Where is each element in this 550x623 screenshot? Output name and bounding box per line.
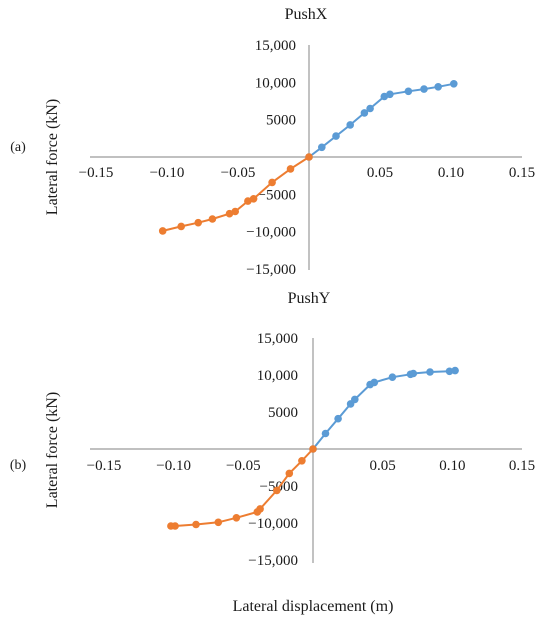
- panel-a-positive-data-point: [386, 90, 394, 99]
- panel-a-y-tick-label: −10,000: [246, 225, 296, 241]
- panel-a-x-tick-label: 0.15: [509, 165, 535, 181]
- panel-a-positive-data-point: [332, 132, 340, 140]
- panel-a-x-tick-label: −0.10: [150, 165, 185, 181]
- panel-b-x-tick-label: −0.15: [87, 458, 122, 474]
- panel-a-negative-data-point: [268, 178, 276, 187]
- panel-b-y-tick-label: −10,000: [248, 516, 298, 532]
- panel-a-positive-data-point: [434, 83, 443, 91]
- panel-a-x-tick-label: 0.05: [367, 165, 393, 181]
- panel-a-y-tick-label: −15,000: [246, 262, 296, 278]
- panel-b-negative-data-point: [298, 457, 306, 465]
- panel-a-x-tick-label: −0.05: [221, 165, 256, 181]
- panel-b-negative-data-point: [253, 508, 262, 516]
- panel-b-positive-data-point: [451, 366, 459, 375]
- panel-b-y-tick-label: 5000: [268, 405, 298, 421]
- panel-b-negative-data-point: [167, 522, 175, 530]
- panel-a-y-tick-label: 5000: [266, 113, 296, 129]
- panel-b-negative-data-point: [285, 469, 294, 478]
- panel-b-positive-data-point: [351, 395, 359, 404]
- panel-b-negative-data-point: [309, 445, 317, 453]
- panel-a-negative-data-point: [305, 153, 313, 161]
- panel-a-positive-data-point: [420, 85, 428, 93]
- panel-a-y-tick-label: 15,000: [255, 38, 296, 54]
- panel-b-x-tick-label: 0.10: [439, 458, 465, 474]
- panel-a-y-tick-label: −5000: [258, 187, 296, 203]
- x-axis-label: Lateral displacement (m): [233, 598, 394, 615]
- panel-b-x-tick-label: −0.05: [226, 458, 261, 474]
- panel-a-positive-data-point: [318, 143, 326, 152]
- panel-b-positive-data-point: [388, 373, 397, 382]
- panel-a-title: PushX: [285, 6, 328, 23]
- panel-a-y-axis-label: Lateral force (kN): [44, 99, 61, 215]
- panel-a-positive-data-point: [404, 87, 413, 96]
- panel-a-negative-data-point: [244, 197, 252, 205]
- panel-b-negative-data-point: [232, 514, 241, 522]
- panel-b-x-tick-label: 0.15: [509, 458, 535, 474]
- panel-a-x-tick-label: −0.15: [79, 165, 114, 181]
- panel-a-negative-data-point: [177, 222, 185, 231]
- panel-b-positive-series-line: [312, 369, 456, 450]
- panel-a-negative-data-point: [208, 215, 217, 223]
- panel-a-label: (a): [10, 140, 26, 155]
- panel-b-positive-data-point: [370, 378, 379, 387]
- panel-a-negative-data-point: [231, 207, 239, 216]
- panel-a-negative-data-point: [249, 195, 258, 203]
- panel-a: PushX (a) Lateral force (kN) −0.15 −0.10 −…: [10, 6, 535, 278]
- panel-b-positive-data-point: [445, 367, 454, 376]
- panel-b-positive-data-point: [426, 368, 434, 376]
- panel-a-negative-data-point: [225, 209, 234, 218]
- panel-b-positive-data-point: [409, 369, 418, 378]
- panel-b-positive-data-point: [334, 414, 342, 423]
- panel-b-x-tick-label: 0.05: [370, 458, 396, 474]
- panel-b-y-tick-label: 10,000: [257, 368, 298, 384]
- panel-b-y-tick-label: 15,000: [257, 331, 298, 347]
- panel-b: PushY (b) Lateral force (kN) −0.15 −0.10 −…: [10, 290, 535, 569]
- panel-a-negative-data-point: [158, 227, 167, 235]
- panel-b-negative-data-point: [192, 520, 200, 529]
- panel-b-title: PushY: [288, 290, 331, 307]
- panel-a-positive-data-point: [360, 109, 369, 117]
- panel-a-x-tick-label: 0.10: [438, 165, 464, 181]
- panel-a-positive-data-point: [346, 121, 355, 129]
- panel-b-label: (b): [10, 458, 27, 473]
- panel-a-positive-data-point: [366, 104, 374, 113]
- panel-a-positive-data-point: [450, 80, 458, 88]
- panel-b-negative-data-point: [273, 486, 281, 495]
- panel-b-x-tick-label: −0.10: [156, 458, 191, 474]
- panel-b-negative-data-point: [214, 518, 223, 527]
- panel-a-negative-data-point: [194, 218, 202, 227]
- panel-b-positive-data-point: [321, 429, 330, 438]
- panel-a-y-tick-label: 10,000: [255, 75, 296, 91]
- panel-b-y-tick-label: −15,000: [248, 553, 298, 569]
- panel-a-negative-data-point: [286, 165, 295, 173]
- panel-b-y-axis-label: Lateral force (kN): [44, 392, 61, 508]
